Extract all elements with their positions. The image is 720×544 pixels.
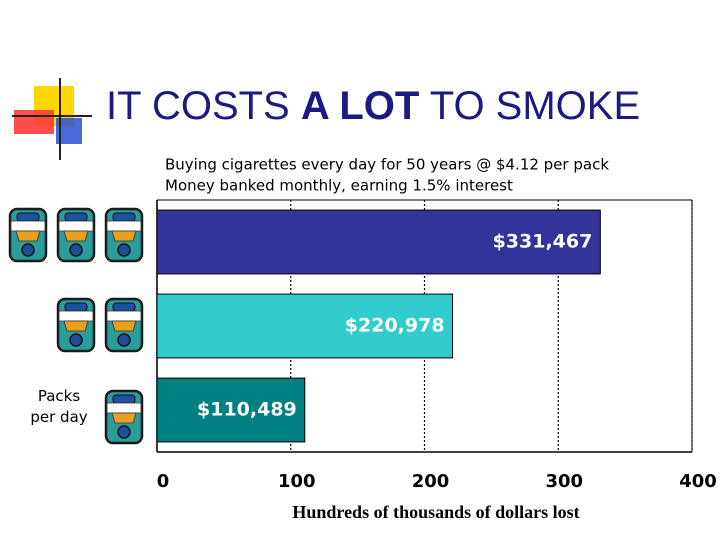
title-part: IT COSTS [106, 84, 301, 128]
title: IT COSTS A LOT TO SMOKE [106, 84, 640, 128]
value-label: $110,489 [197, 399, 297, 421]
title-part: TO SMOKE [419, 84, 640, 128]
x-tick-label: 400 [679, 471, 717, 492]
value-label: $331,467 [493, 231, 593, 253]
x-tick-label: 300 [545, 471, 583, 492]
x-tick-label: 100 [278, 471, 316, 492]
bar [156, 293, 454, 359]
decoration [12, 78, 92, 160]
y-label-box: Packs per day [30, 387, 88, 426]
x-axis-label: Hundreds of thousands of dollars lost [292, 502, 579, 522]
title-part: A LOT [301, 84, 420, 128]
subtitle: Money banked monthly, earning 1.5% inter… [165, 177, 513, 195]
subtitle: Buying cigarettes every day for 50 years… [165, 156, 609, 174]
y-axis-label: Packs per day [30, 387, 88, 426]
value-label: $220,978 [345, 315, 445, 337]
bar [156, 377, 306, 443]
x-tick-label: 0 [157, 471, 170, 492]
x-tick-label: 200 [412, 471, 450, 492]
bar [156, 209, 601, 275]
